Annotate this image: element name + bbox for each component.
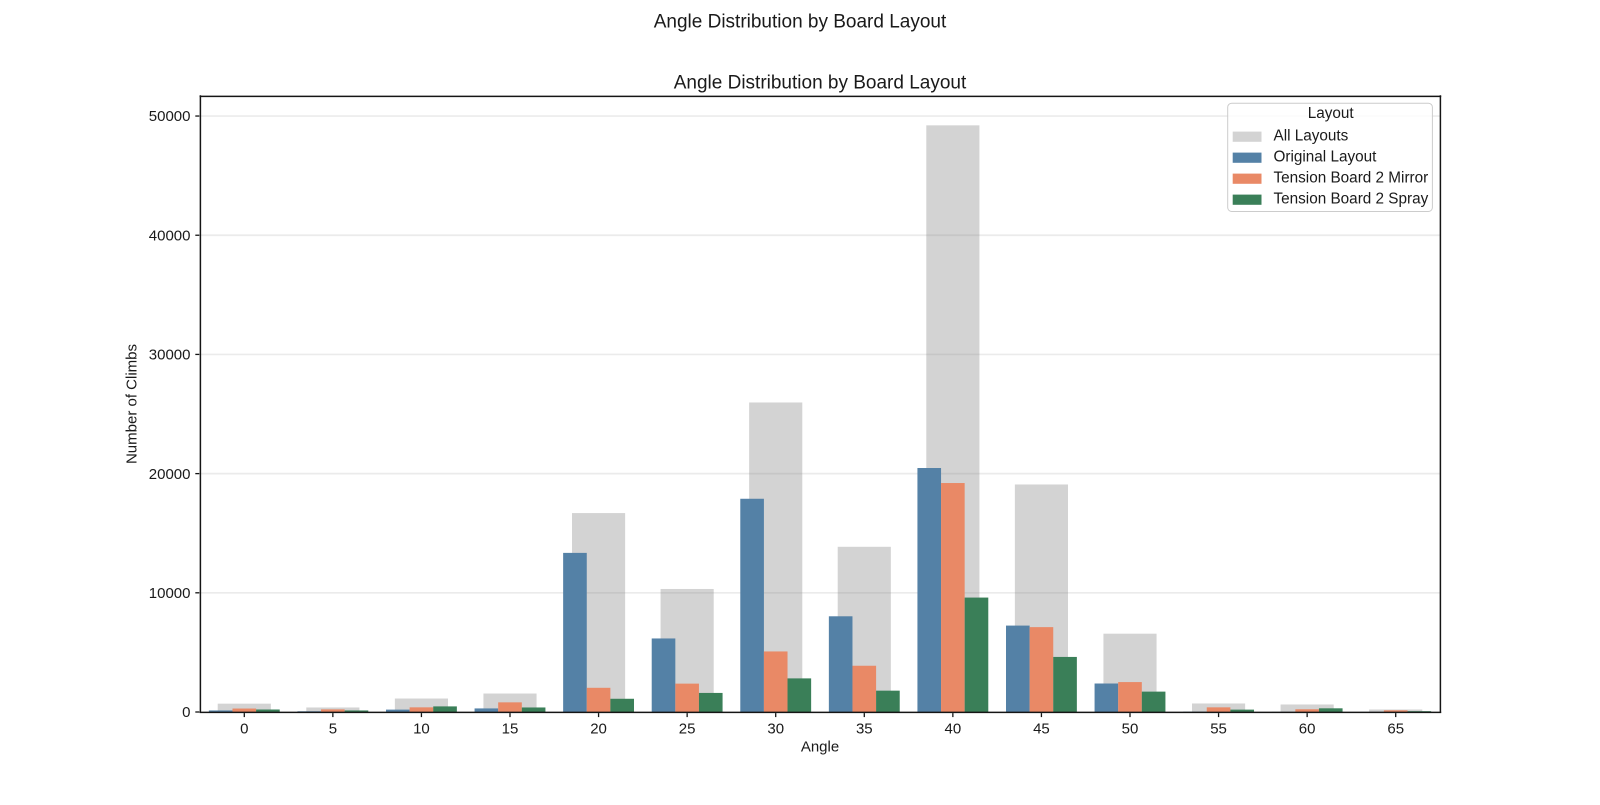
svg-text:20: 20 (590, 720, 607, 737)
svg-text:50: 50 (1122, 720, 1139, 737)
svg-text:Angle Distribution by Board La: Angle Distribution by Board Layout (674, 72, 967, 93)
svg-text:All Layouts: All Layouts (1274, 127, 1349, 144)
svg-text:0: 0 (240, 720, 248, 737)
svg-text:30000: 30000 (149, 347, 191, 364)
svg-text:30: 30 (767, 720, 784, 737)
svg-text:40: 40 (945, 720, 962, 737)
svg-text:Angle Distribution by Board La: Angle Distribution by Board Layout (654, 11, 947, 32)
svg-text:50000: 50000 (149, 108, 191, 125)
svg-text:60: 60 (1299, 720, 1316, 737)
svg-text:55: 55 (1210, 720, 1227, 737)
svg-text:Tension Board 2 Spray: Tension Board 2 Spray (1274, 190, 1429, 207)
svg-text:10: 10 (413, 720, 430, 737)
svg-text:65: 65 (1387, 720, 1404, 737)
svg-text:Layout: Layout (1308, 105, 1355, 122)
svg-text:Original Layout: Original Layout (1274, 148, 1378, 165)
svg-text:45: 45 (1033, 720, 1050, 737)
svg-text:35: 35 (856, 720, 873, 737)
svg-text:25: 25 (679, 720, 696, 737)
svg-text:Number of Climbs: Number of Climbs (124, 344, 141, 464)
svg-text:0: 0 (182, 704, 190, 721)
svg-text:Tension Board 2 Mirror: Tension Board 2 Mirror (1274, 169, 1429, 186)
svg-text:5: 5 (329, 720, 337, 737)
svg-text:10000: 10000 (149, 585, 191, 602)
svg-text:40000: 40000 (149, 227, 191, 244)
svg-text:20000: 20000 (149, 466, 191, 483)
svg-text:15: 15 (502, 720, 519, 737)
svg-text:Angle: Angle (801, 739, 839, 756)
